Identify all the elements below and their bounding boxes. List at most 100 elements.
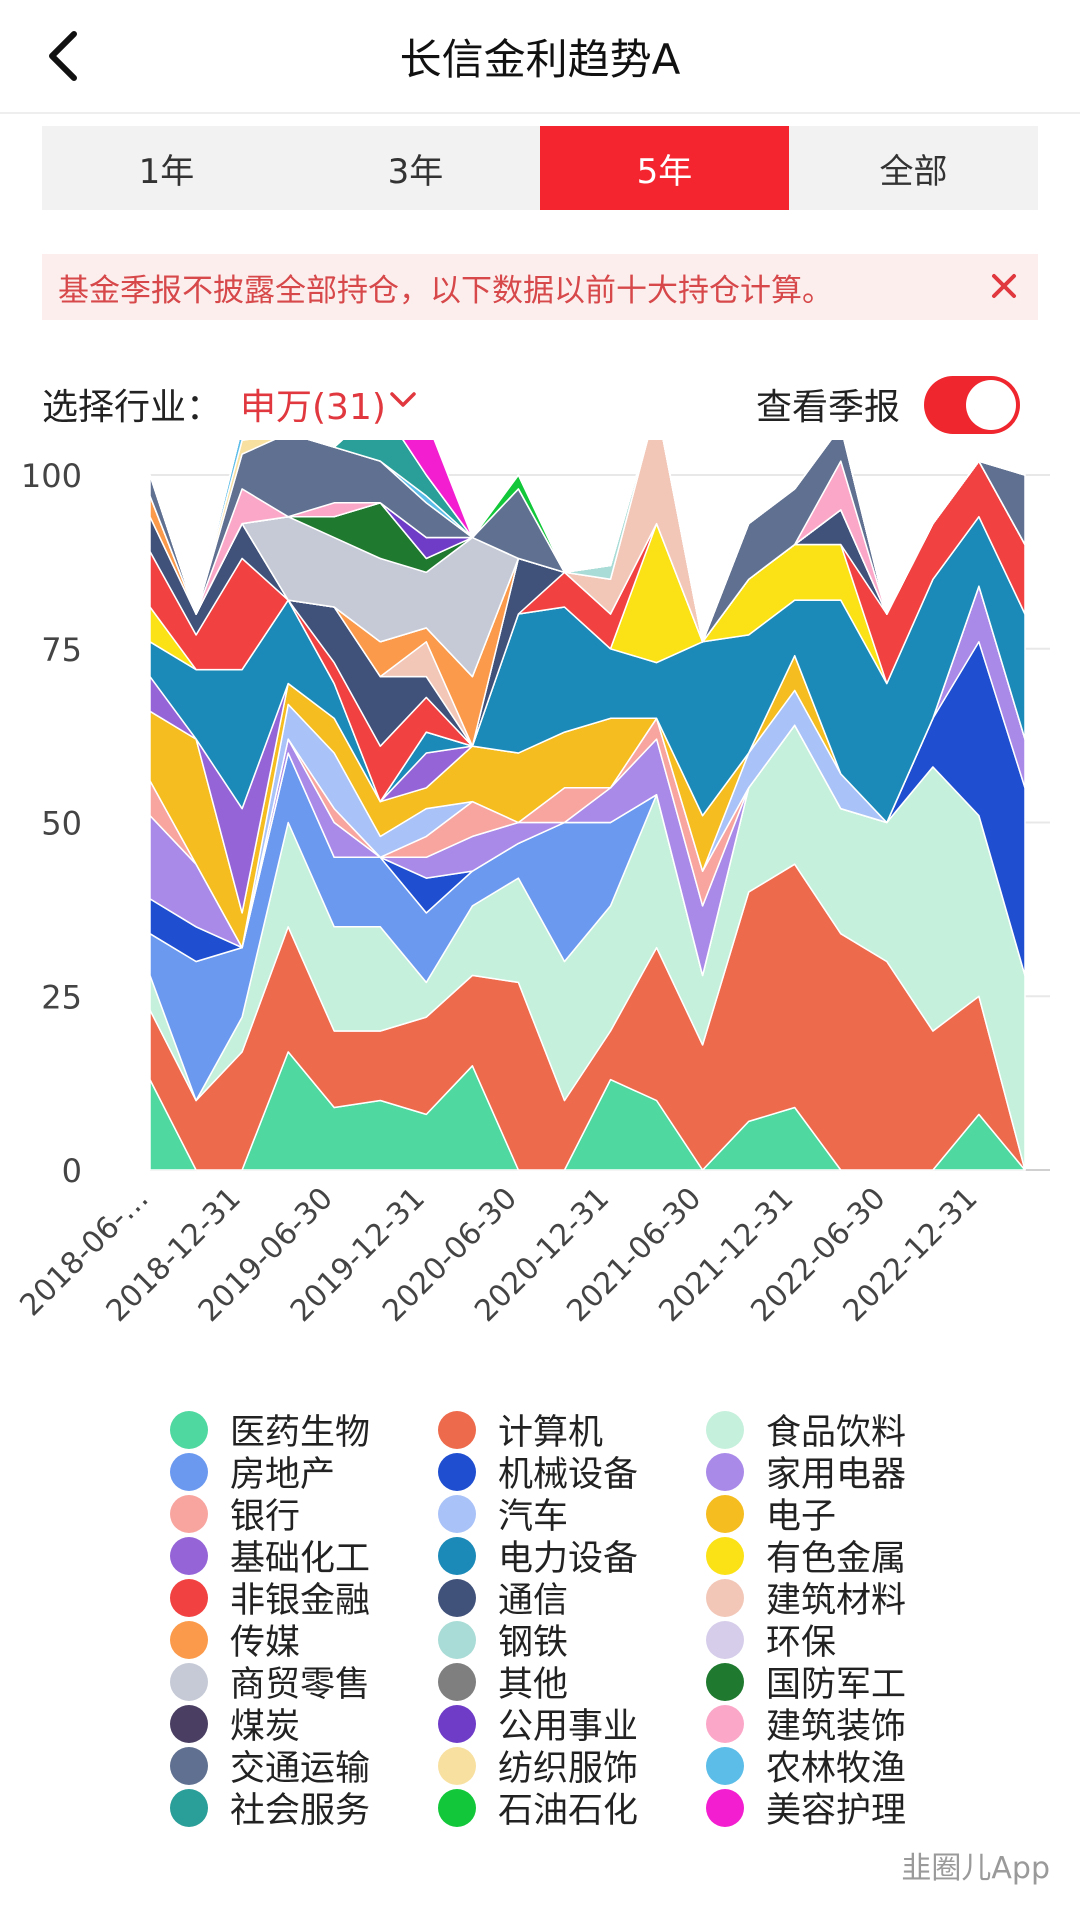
legend-label: 其他 (498, 1665, 569, 1705)
legend-item: 传媒 (170, 1614, 300, 1665)
page-title: 长信金利趋势A (399, 35, 681, 84)
legend-swatch (438, 1746, 476, 1785)
legend-label: 电力设备 (498, 1539, 639, 1579)
tab-3y[interactable]: 3年 (387, 151, 444, 192)
period-tabs: 1年 3年 5年 全部 (42, 126, 1038, 210)
legend-swatch (170, 1746, 208, 1785)
legend-label: 传媒 (230, 1623, 301, 1663)
legend-item: 非银金融 (170, 1572, 370, 1623)
y-tick-label: 0 (62, 1152, 82, 1190)
legend-swatch (706, 1746, 744, 1785)
legend-swatch (438, 1662, 476, 1701)
legend-item: 钢铁 (438, 1614, 568, 1665)
stacked-areas (149, 440, 1026, 1171)
chevron-down-icon[interactable] (388, 388, 418, 412)
legend-item: 计算机 (438, 1404, 603, 1455)
legend-swatch (438, 1578, 476, 1617)
legend-swatch (706, 1452, 744, 1491)
legend-item: 食品饮料 (706, 1404, 906, 1455)
legend-item: 纺织服饰 (438, 1740, 638, 1791)
filter-bar: 选择行业： 申万(31) 查看季报 (42, 376, 1038, 434)
legend-label: 社会服务 (230, 1791, 371, 1831)
legend-item: 通信 (438, 1572, 568, 1623)
legend-label: 计算机 (498, 1413, 604, 1453)
legend-swatch (438, 1704, 476, 1743)
y-tick-label: 50 (41, 805, 82, 843)
tab-5y[interactable]: 5年 (540, 126, 789, 210)
legend-swatch (706, 1494, 744, 1533)
legend-swatch (170, 1704, 208, 1743)
close-icon[interactable] (984, 264, 1024, 308)
legend-item: 公用事业 (438, 1698, 638, 1749)
legend-swatch (170, 1620, 208, 1659)
legend-swatch (706, 1620, 744, 1659)
legend-label: 农林牧渔 (766, 1749, 907, 1789)
y-tick-label: 25 (41, 978, 82, 1016)
toggle-knob (966, 380, 1016, 430)
legend-swatch (706, 1410, 744, 1449)
x-axis-ticks: 2018-06-…2018-12-312019-06-302019-12-312… (13, 1181, 984, 1329)
back-icon[interactable] (40, 28, 90, 84)
legend-swatch (706, 1704, 744, 1743)
legend-item: 国防军工 (706, 1656, 906, 1707)
report-toggle[interactable] (924, 376, 1020, 434)
legend-swatch (438, 1410, 476, 1449)
legend-item: 家用电器 (706, 1446, 906, 1497)
legend-swatch (170, 1494, 208, 1533)
header: 长信金利趋势A (0, 0, 1080, 114)
legend-item: 有色金属 (706, 1530, 906, 1581)
legend-swatch (438, 1620, 476, 1659)
legend-label: 商贸零售 (230, 1665, 371, 1705)
legend-label: 医药生物 (230, 1413, 371, 1453)
legend-label: 石油石化 (498, 1791, 639, 1831)
legend-label: 环保 (766, 1623, 837, 1663)
legend-label: 食品饮料 (766, 1413, 907, 1453)
legend-swatch (438, 1452, 476, 1491)
legend-label: 建筑装饰 (766, 1707, 907, 1747)
legend-swatch (438, 1788, 476, 1827)
y-tick-label: 100 (21, 457, 82, 495)
legend-label: 银行 (230, 1497, 301, 1537)
legend-item: 农林牧渔 (706, 1740, 906, 1791)
legend-item: 医药生物 (170, 1404, 370, 1455)
notice-text: 基金季报不披露全部持仓，以下数据以前十大持仓计算。 (58, 272, 833, 309)
legend-item: 房地产 (170, 1446, 335, 1497)
legend-swatch (170, 1578, 208, 1617)
legend-swatch (170, 1536, 208, 1575)
legend-label: 纺织服饰 (498, 1749, 639, 1789)
legend-swatch (170, 1788, 208, 1827)
legend-label: 电子 (766, 1497, 837, 1537)
legend-label: 基础化工 (230, 1539, 371, 1579)
legend-swatch (706, 1788, 744, 1827)
legend-swatch (438, 1494, 476, 1533)
legend-item: 美容护理 (706, 1782, 906, 1833)
y-axis-ticks: 0 25 50 75 100 (21, 457, 82, 1190)
legend-item: 建筑材料 (706, 1572, 906, 1623)
legend-label: 建筑材料 (766, 1581, 907, 1621)
legend-label: 非银金融 (230, 1581, 371, 1621)
legend-item: 石油石化 (438, 1782, 638, 1833)
legend-item: 交通运输 (170, 1740, 370, 1791)
legend-item: 银行 (170, 1488, 300, 1539)
legend-label: 交通运输 (230, 1749, 371, 1789)
industry-select[interactable]: 申万(31) (240, 387, 386, 428)
legend-swatch (706, 1536, 744, 1575)
y-tick-label: 75 (41, 631, 82, 669)
tab-all[interactable]: 全部 (879, 151, 948, 192)
legend-swatch (706, 1662, 744, 1701)
legend-swatch (706, 1578, 744, 1617)
legend-label: 国防军工 (766, 1665, 907, 1705)
legend-label: 钢铁 (498, 1623, 569, 1663)
legend-item: 建筑装饰 (706, 1698, 906, 1749)
watermark: 韭圈儿App (901, 1851, 1050, 1886)
legend-label: 家用电器 (766, 1455, 907, 1495)
tab-1y[interactable]: 1年 (138, 151, 195, 192)
legend-swatch (170, 1410, 208, 1449)
area-series (149, 440, 1026, 643)
legend-label: 公用事业 (498, 1707, 639, 1747)
legend-item: 煤炭 (170, 1698, 300, 1749)
legend-item: 环保 (706, 1614, 836, 1665)
legend-label: 汽车 (498, 1497, 569, 1537)
legend-item: 商贸零售 (170, 1656, 370, 1707)
legend-item: 电子 (706, 1488, 836, 1539)
